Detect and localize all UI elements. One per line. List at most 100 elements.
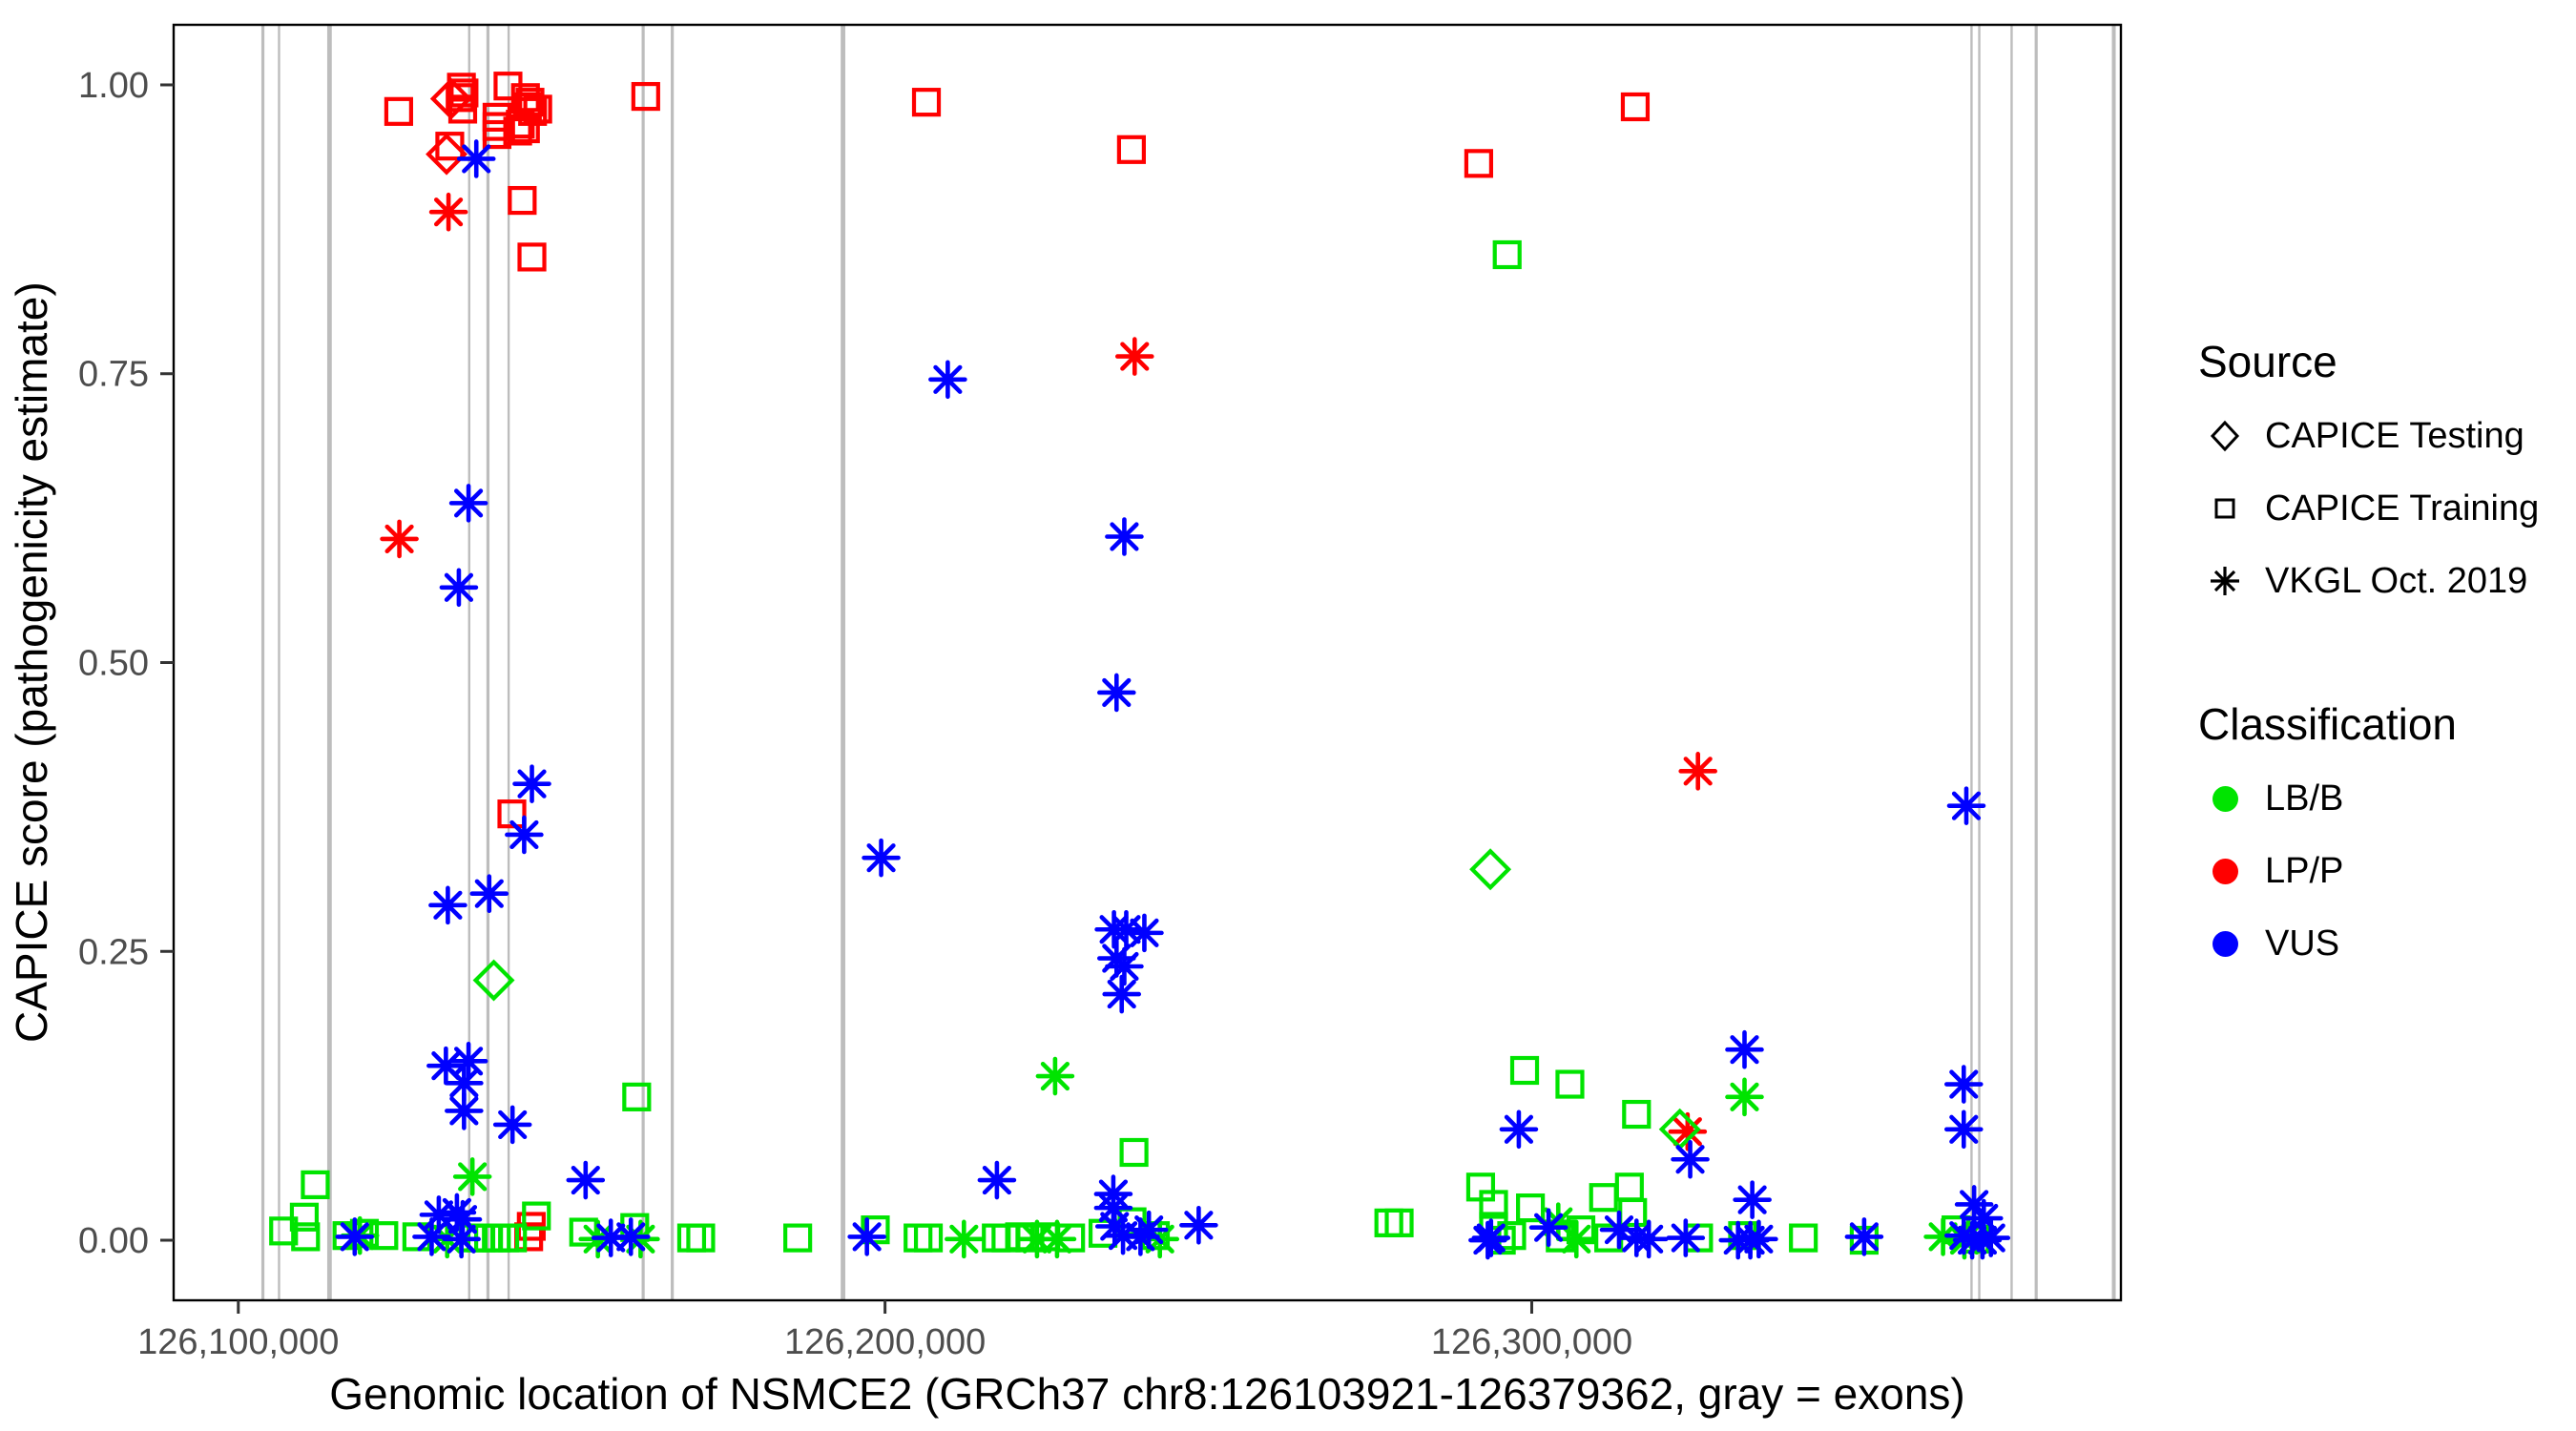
data-point: [380, 519, 419, 559]
data-point: [442, 1219, 481, 1259]
data-point: [621, 1219, 660, 1259]
data-point: [505, 815, 544, 855]
data-point: [1556, 1219, 1596, 1259]
x-tick-label: 126,300,000: [1431, 1322, 1632, 1362]
data-point: [419, 1195, 459, 1234]
data-point: [429, 77, 472, 120]
data-point: [1479, 1190, 1508, 1219]
data-point: [1614, 1172, 1644, 1202]
data-point: [1923, 1217, 1963, 1256]
data-point: [439, 568, 479, 608]
data-point: [497, 799, 527, 829]
x-tick-label: 126,200,000: [784, 1322, 986, 1362]
y-tick-label: 0.25: [78, 932, 149, 972]
data-point: [1492, 239, 1522, 270]
y-tick-label: 0.00: [78, 1221, 149, 1261]
legend-item-capice-testing: CAPICE Testing: [2198, 414, 2570, 458]
y-axis-title: CAPICE score (pathogenicity estimate): [7, 281, 56, 1044]
data-point: [611, 1217, 651, 1256]
data-point: [911, 88, 942, 117]
data-point: [904, 1223, 933, 1253]
legend-item-lbb: LB/B: [2198, 777, 2570, 820]
data-point: [1739, 1219, 1778, 1259]
data-point: [982, 1223, 1011, 1253]
legend-item-capice-training: CAPICE Training: [2198, 487, 2570, 530]
data-point: [384, 96, 413, 126]
data-point: [783, 1223, 813, 1253]
data-point: [566, 1160, 606, 1200]
data-point: [1733, 1180, 1772, 1219]
data-point: [631, 81, 660, 112]
diamond-icon: [2198, 414, 2252, 458]
data-point: [1468, 1220, 1507, 1260]
data-point: [862, 838, 901, 878]
data-point: [452, 1157, 492, 1196]
data-point: [1107, 909, 1146, 949]
data-point: [1620, 92, 1651, 122]
data-point: [448, 484, 488, 523]
data-point: [1509, 1055, 1540, 1086]
data-point: [1555, 1069, 1585, 1099]
legend-item-vus: VUS: [2198, 922, 2570, 965]
data-point: [913, 1223, 944, 1253]
data-point: [1035, 1056, 1075, 1096]
legend-spacer: [2198, 632, 2570, 698]
data-point: [426, 133, 468, 176]
data-point: [676, 1223, 707, 1253]
data-point: [1037, 1219, 1077, 1259]
data-point: [686, 1223, 716, 1253]
data-point: [1102, 974, 1142, 1014]
data-point: [469, 874, 509, 914]
data-point: [1499, 1110, 1539, 1150]
data-point: [622, 1082, 652, 1111]
data-point: [1618, 1197, 1648, 1228]
data-point: [1589, 1183, 1618, 1213]
data-point: [489, 1223, 520, 1253]
data-point: [945, 1219, 984, 1259]
data-point: [426, 1046, 466, 1086]
legend-item-label: VUS: [2265, 923, 2340, 964]
square-icon: [2198, 487, 2252, 530]
data-point: [928, 360, 967, 400]
data-point: [1125, 913, 1164, 953]
legend-item-label: VKGL Oct. 2019: [2265, 560, 2528, 601]
data-point: [1464, 149, 1493, 178]
legend-item-label: LB/B: [2265, 778, 2344, 819]
legend-item-label: CAPICE Testing: [2265, 415, 2524, 456]
data-point: [1105, 517, 1144, 556]
data-point: [1384, 1208, 1414, 1237]
data-point: [1622, 1099, 1652, 1130]
data-point: [1666, 1218, 1706, 1257]
data-point: [1971, 1218, 2011, 1257]
data-point: [1671, 1139, 1710, 1179]
legend-item-label: CAPICE Training: [2265, 487, 2540, 529]
data-point: [301, 1170, 330, 1199]
legend-item-lpp: LP/P: [2198, 849, 2570, 893]
y-tick-label: 1.00: [78, 66, 149, 106]
legend-source-title: Source: [2198, 337, 2337, 386]
y-tick-label: 0.50: [78, 644, 149, 684]
data-point: [1374, 1208, 1403, 1237]
data-point: [1844, 1217, 1884, 1256]
data-point: [289, 1202, 320, 1232]
data-point: [512, 764, 551, 803]
data-point: [1116, 135, 1146, 164]
red-dot-icon: [2198, 849, 2252, 893]
green-dot-icon: [2198, 777, 2252, 820]
data-point: [1538, 1202, 1578, 1241]
data-point: [1516, 1193, 1546, 1223]
data-point: [1129, 1210, 1169, 1250]
data-point: [1017, 1219, 1057, 1259]
data-point: [456, 139, 496, 178]
data-point: [591, 1218, 631, 1257]
data-point: [448, 1042, 488, 1081]
data-point: [1964, 1198, 2004, 1238]
x-tick-label: 126,100,000: [137, 1322, 339, 1362]
data-point: [508, 185, 537, 216]
data-point: [1097, 673, 1136, 713]
data-point: [428, 885, 467, 925]
data-point: [1668, 1111, 1708, 1151]
legend-classification-title: Classification: [2198, 699, 2457, 749]
